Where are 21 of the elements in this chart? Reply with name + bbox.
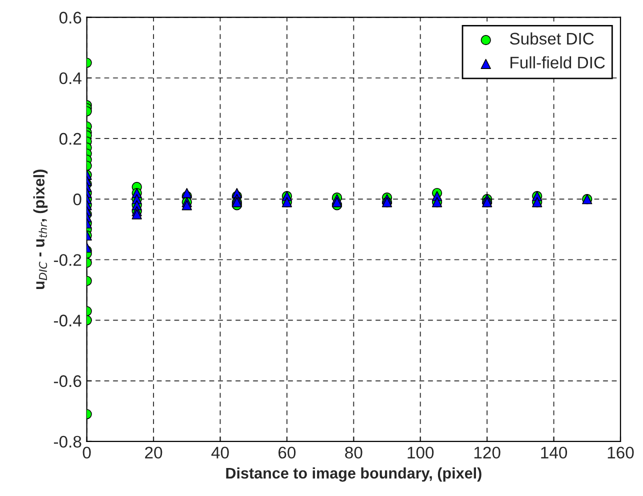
x-tick-label: 100 (408, 446, 434, 459)
y-tick-label: 0 (73, 194, 82, 206)
y-tick-label: 0.2 (59, 132, 82, 145)
x-tick-label: 80 (345, 446, 362, 459)
x-tick-label: 160 (608, 446, 634, 459)
y-tick-label: -0.2 (54, 254, 82, 266)
x-tick-label: 0 (82, 446, 91, 459)
x-tick-label: 20 (145, 446, 162, 459)
y-tick-label: -0.6 (54, 375, 82, 388)
x-tick-label: 60 (278, 446, 296, 459)
x-tick-label: 40 (211, 446, 229, 459)
y-tick-label: 0.4 (59, 72, 82, 84)
x-axis-title: Distance to image boundary, (pixel) (226, 467, 482, 482)
y-axis-title: u$_{DIC}$ - u$_{thr}$, (pixel) (33, 170, 48, 290)
legend-label: Full-field DIC (510, 56, 605, 68)
y-tick-label: -0.8 (54, 436, 82, 448)
x-tick-label: 120 (474, 446, 500, 459)
y-tick-label: -0.4 (54, 314, 82, 326)
x-tick-label: 140 (541, 446, 568, 459)
legend-label: Subset DIC (510, 32, 594, 45)
y-tick-label: 0.6 (59, 12, 82, 24)
